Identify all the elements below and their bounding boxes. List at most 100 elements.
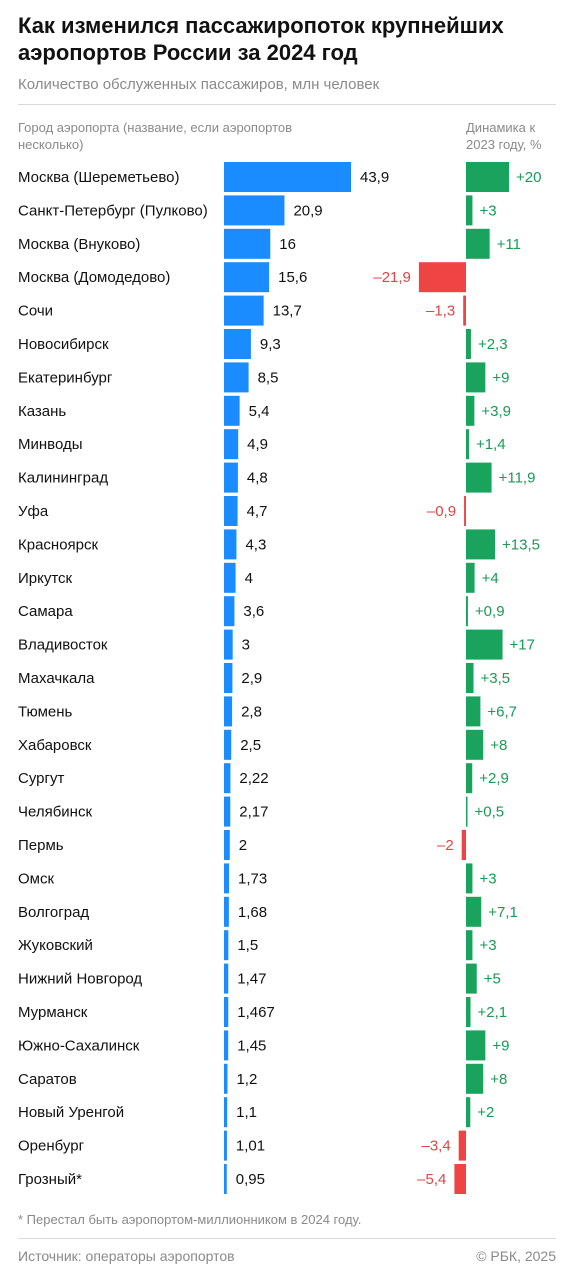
dynamics-value-label: +5 (484, 971, 501, 988)
category-label: Тюмень (18, 703, 73, 720)
category-label: Омск (18, 870, 54, 887)
top-divider (18, 104, 556, 105)
passenger-bar (224, 763, 231, 794)
growth-bar (466, 596, 468, 627)
passenger-value-label: 0,95 (236, 1171, 265, 1188)
passenger-value-label: 4,7 (247, 503, 268, 520)
passenger-bar (224, 1063, 228, 1094)
passenger-value-label: 5,4 (249, 403, 270, 420)
passenger-value-label: 1,5 (237, 937, 258, 954)
category-label: Москва (Внуково) (18, 236, 140, 253)
passenger-value-label: 1,467 (237, 1004, 275, 1021)
growth-bar (466, 663, 474, 693)
decline-bar (418, 262, 466, 293)
category-label: Москва (Домодедово) (18, 269, 170, 286)
dynamics-value-label: +3 (479, 870, 496, 887)
passenger-bar (224, 262, 270, 293)
passenger-value-label: 1,1 (236, 1104, 257, 1121)
passenger-bar (224, 395, 240, 426)
category-label: Новосибирск (18, 336, 109, 353)
dynamics-value-label: +0,9 (475, 603, 505, 620)
passenger-bar (224, 295, 264, 326)
passenger-value-label: 20,9 (293, 202, 322, 219)
passenger-bar (224, 696, 233, 727)
growth-bar (466, 997, 471, 1027)
passenger-bar (224, 496, 238, 526)
category-label: Жуковский (18, 937, 93, 954)
growth-bar (466, 329, 471, 359)
category-label: Минводы (18, 436, 83, 453)
dynamics-value-label: –21,9 (373, 269, 411, 286)
dynamics-value-label: +0,5 (475, 804, 505, 821)
dynamics-value-label: +4 (482, 570, 499, 587)
category-label: Пермь (18, 837, 64, 854)
growth-bar (466, 629, 503, 660)
growth-bar (466, 1097, 471, 1128)
growth-bar (466, 763, 473, 794)
passenger-bar (224, 1097, 228, 1128)
category-label: Сургут (18, 770, 64, 787)
passenger-bar (224, 896, 229, 927)
dynamics-value-label: +9 (492, 369, 509, 386)
category-label: Нижний Новгород (18, 971, 142, 988)
passenger-value-label: 15,6 (278, 269, 307, 286)
dynamics-value-label: +8 (490, 1071, 507, 1088)
category-label: Сочи (18, 303, 53, 320)
category-label: Иркутск (18, 570, 73, 587)
city-column-header: Город аэропорта (название, если аэропорт… (18, 120, 293, 152)
dynamics-value-label: +1,4 (476, 436, 506, 453)
passenger-bar (224, 1130, 227, 1161)
passenger-bar (224, 863, 230, 894)
passenger-bar (224, 562, 236, 593)
passenger-bar (224, 362, 249, 393)
passenger-bar (224, 162, 351, 192)
footnote: * Перестал быть аэропортом-миллионником … (18, 1212, 362, 1227)
growth-bar (466, 562, 475, 593)
passenger-bar (224, 729, 232, 760)
category-label: Махачкала (18, 670, 95, 687)
passenger-value-label: 3 (242, 637, 250, 654)
passenger-value-label: 1,2 (236, 1071, 257, 1088)
category-label: Москва (Шереметьево) (18, 169, 179, 186)
passenger-value-label: 4,8 (247, 470, 268, 487)
dynamics-value-label: +3,9 (481, 403, 511, 420)
decline-bar (463, 295, 466, 326)
passenger-bar (224, 629, 233, 660)
passenger-value-label: 9,3 (260, 336, 281, 353)
passenger-bar (224, 195, 285, 226)
passenger-value-label: 2,9 (241, 670, 262, 687)
passenger-bar (224, 228, 271, 259)
dynamics-value-label: –1,3 (426, 303, 455, 320)
passenger-value-label: 4,9 (247, 436, 268, 453)
category-label: Саратов (18, 1071, 77, 1088)
category-label: Уфа (18, 503, 49, 520)
growth-bar (466, 162, 509, 192)
passenger-bar (224, 963, 229, 994)
passenger-bar (224, 329, 251, 359)
dynamics-value-label: –0,9 (427, 503, 456, 520)
passenger-value-label: 2 (239, 837, 247, 854)
dynamics-value-label: +13,5 (502, 536, 540, 553)
dynamics-value-label: +3 (479, 937, 496, 954)
bottom-divider (18, 1238, 556, 1239)
dynamics-value-label: +11,9 (499, 470, 536, 487)
category-label: Владивосток (18, 637, 108, 654)
dynamics-value-label: +3,5 (481, 670, 511, 687)
passenger-bar (224, 529, 237, 560)
category-label: Хабаровск (18, 737, 92, 754)
dynamics-column-header: Динамика к 2023 году, % (466, 120, 542, 152)
passenger-bar (224, 1030, 229, 1061)
passenger-value-label: 13,7 (273, 303, 302, 320)
dynamics-value-label: –2 (437, 837, 454, 854)
source-note: Источник: операторы аэропортов (18, 1248, 235, 1264)
passenger-value-label: 2,5 (240, 737, 261, 754)
growth-bar (466, 863, 473, 894)
category-label: Южно-Сахалинск (18, 1037, 140, 1054)
growth-bar (466, 462, 492, 493)
passenger-bar (224, 462, 238, 493)
growth-bar (466, 395, 475, 426)
passenger-value-label: 1,01 (236, 1138, 265, 1155)
category-label: Мурманск (18, 1004, 88, 1021)
dynamics-value-label: –5,4 (417, 1171, 446, 1188)
